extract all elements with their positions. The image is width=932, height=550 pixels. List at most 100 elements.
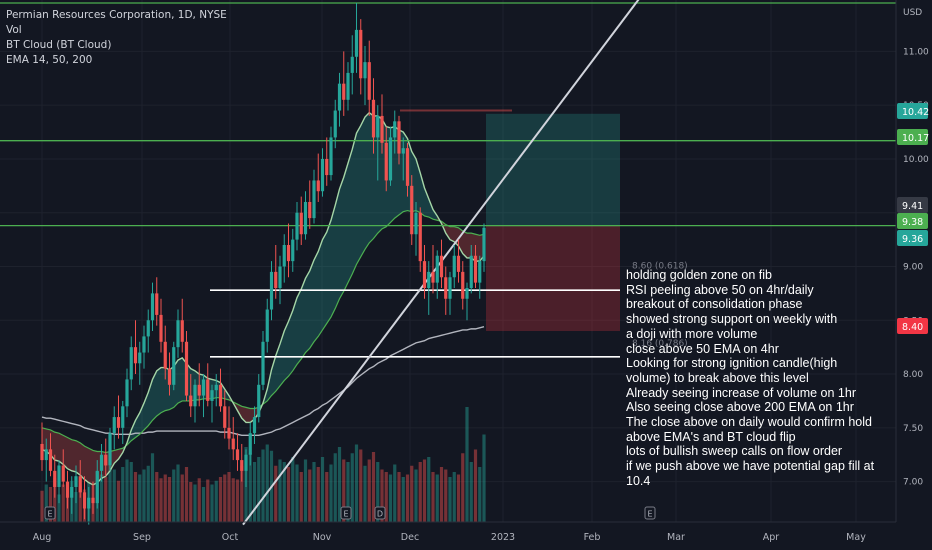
candle-body — [482, 227, 486, 262]
candle — [197, 363, 201, 407]
candle-body — [121, 406, 125, 428]
volume-bar — [78, 485, 82, 522]
volume-bar — [427, 457, 431, 522]
candle — [265, 298, 269, 353]
candle — [452, 244, 456, 289]
candle-body — [193, 384, 197, 407]
candle — [231, 417, 235, 461]
candle — [57, 460, 61, 504]
candle-body — [448, 277, 452, 299]
volume-bar — [482, 434, 486, 522]
candle-body — [384, 142, 388, 181]
candle-body — [155, 293, 159, 315]
candle-body — [252, 417, 257, 434]
candle-body — [422, 261, 427, 289]
note-line: lots of bullish sweep calls on flow orde… — [626, 444, 843, 459]
volume-bar — [384, 472, 388, 522]
candle-body — [108, 433, 112, 466]
note-line: Looking for strong ignition candle(high … — [626, 356, 838, 385]
note-line: RSI peeling above 50 on 4hr/daily — [626, 282, 814, 297]
volume-bar — [214, 480, 218, 522]
candle — [397, 115, 401, 165]
event-marker-box — [44, 506, 56, 520]
candle-body — [163, 341, 167, 369]
candle — [167, 352, 172, 396]
candle-body — [320, 158, 325, 192]
candle — [342, 51, 346, 116]
candle-body — [371, 99, 376, 138]
volume-bar — [478, 467, 482, 522]
candle — [405, 142, 410, 197]
volume-bar — [286, 467, 291, 522]
price-badge: 9.36 — [897, 230, 928, 246]
candle — [473, 244, 478, 289]
volume-bar — [189, 482, 193, 522]
candle — [257, 374, 261, 423]
event-marker-box — [340, 506, 352, 520]
candle-body — [74, 476, 78, 487]
candle — [461, 261, 465, 310]
volume-bar — [342, 459, 346, 522]
candle — [325, 137, 329, 186]
candle — [435, 250, 439, 299]
candle — [133, 320, 138, 375]
candle — [65, 470, 70, 509]
volume-bar — [431, 472, 435, 522]
candle-body — [410, 185, 414, 235]
candle — [87, 486, 91, 525]
candle — [291, 228, 295, 272]
price-badge: 10.42 — [897, 103, 929, 119]
candle — [410, 175, 414, 245]
volume-bar — [197, 478, 201, 522]
volume-bar — [303, 459, 308, 522]
volume-bar — [116, 480, 121, 522]
candle-body — [363, 62, 367, 79]
volume-bar — [146, 465, 150, 522]
candle-body — [116, 417, 121, 428]
candle-body — [142, 336, 146, 353]
candle-body — [388, 137, 393, 181]
candle — [150, 282, 155, 332]
time-tick: Oct — [222, 532, 239, 543]
volume-bar — [422, 459, 427, 522]
volume-bar — [121, 467, 125, 522]
volume-bar — [201, 487, 206, 522]
legend-ema[interactable]: EMA 14, 50, 200 — [6, 54, 93, 66]
event-marker: E — [340, 506, 352, 520]
candle — [329, 126, 333, 181]
price-badge-label: 9.41 — [902, 201, 923, 212]
candle-body — [456, 255, 461, 272]
note-line: Also seeing close above 200 EMA on 1hr — [626, 400, 854, 415]
volume-bar — [223, 474, 227, 522]
volume-bar — [61, 484, 65, 522]
candle-body — [44, 449, 48, 461]
candle — [316, 153, 320, 202]
event-marker-label: E — [647, 510, 652, 519]
candle — [384, 126, 388, 192]
event-marker: E — [44, 506, 56, 520]
volume-bar — [184, 467, 189, 522]
currency-label: USD — [903, 8, 922, 18]
candle-body — [244, 454, 248, 471]
candle-body — [78, 476, 82, 493]
candle — [278, 255, 282, 305]
candle-body — [329, 137, 333, 176]
volume-bar — [295, 464, 299, 522]
volume-bar — [346, 462, 350, 522]
candle — [95, 460, 99, 509]
candle — [104, 438, 108, 477]
volume-bar — [240, 465, 244, 522]
legend-volume[interactable]: Vol — [6, 24, 22, 36]
note-line: close above 50 EMA on 4hr — [626, 341, 779, 356]
legend-bt-cloud[interactable]: BT Cloud (BT Cloud) — [6, 39, 112, 51]
volume-bar — [112, 469, 116, 522]
symbol-title[interactable]: Permian Resources Corporation, 1D, NYSE — [6, 9, 227, 21]
volume-bar — [53, 478, 57, 522]
candle-body — [146, 320, 150, 337]
trade-annotation[interactable]: holding golden zone on fib RSI peeling a… — [626, 268, 926, 489]
candle-body — [418, 212, 422, 262]
candle — [53, 454, 57, 498]
note-line: showed strong support on weekly with a d… — [626, 312, 838, 341]
candle — [252, 406, 257, 444]
